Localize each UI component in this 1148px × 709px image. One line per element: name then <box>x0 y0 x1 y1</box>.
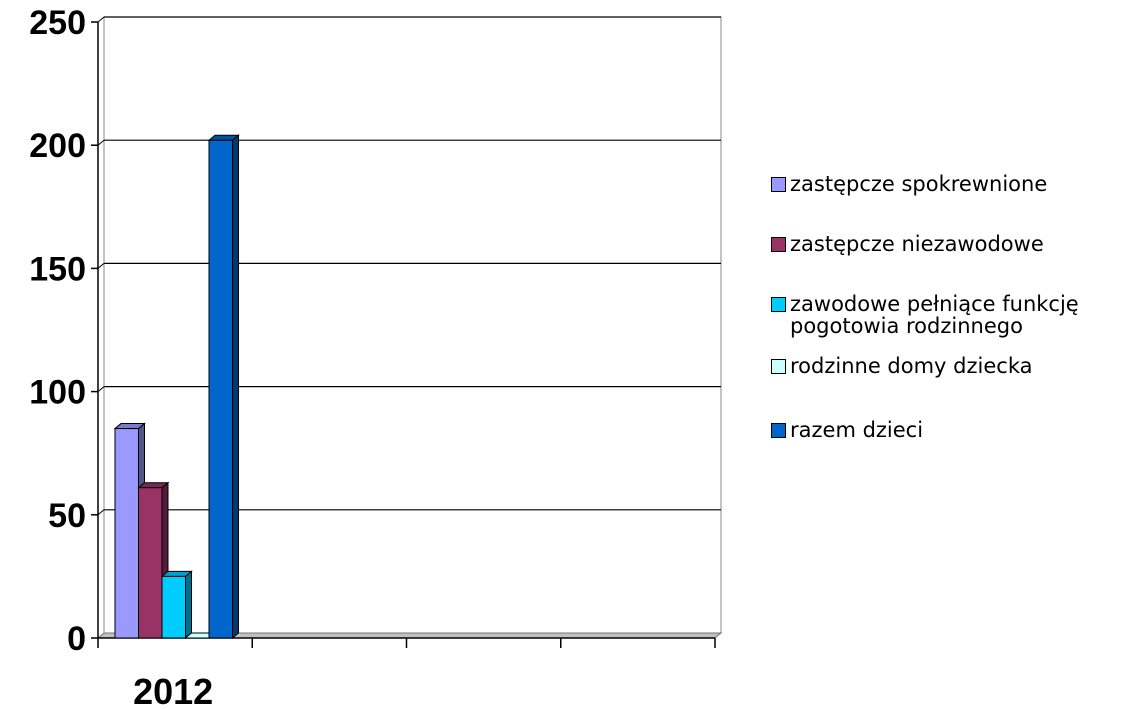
legend-item-razem-dzieci: razem dzieci <box>771 419 923 441</box>
y-axis-tick-labels: 0 50 100 150 200 250 <box>29 4 86 658</box>
bar-front <box>161 575 186 639</box>
legend-label: zawodowe pełniące funkcję pogotowia rodz… <box>790 292 1079 338</box>
legend-swatch <box>771 297 786 312</box>
y-tick-label: 200 <box>29 127 86 165</box>
y-tick-label: 50 <box>48 497 86 535</box>
y-tick-label: 0 <box>67 620 86 658</box>
legend-swatch <box>771 359 786 374</box>
bar-top <box>113 423 146 430</box>
y-tick-label: 250 <box>29 4 86 42</box>
plot-back-wall <box>103 16 722 634</box>
bar-side <box>232 134 239 640</box>
legend-label: rodzinne domy dziecka <box>790 354 1033 378</box>
y-tick-label: 100 <box>29 374 86 412</box>
legend-label: razem dzieci <box>790 418 924 442</box>
legend-item-zawodowe-pogotowie: zawodowe pełniące funkcję pogotowia rodz… <box>771 293 1079 337</box>
legend-swatch <box>771 423 786 438</box>
gridline-side <box>97 16 105 23</box>
plot-back-wall <box>96 16 723 639</box>
bar-front <box>114 428 139 639</box>
legend-item-zastepcze-spokrewnione: zastępcze spokrewnione <box>771 173 1047 195</box>
bar-front <box>208 139 233 639</box>
gridline-side <box>97 509 105 516</box>
x-tick-label: 2012 <box>133 671 213 709</box>
bar-top <box>160 570 193 577</box>
y-tick-label: 150 <box>29 250 86 288</box>
legend-swatch <box>771 177 786 192</box>
legend-label: zastępcze niezawodowe <box>790 232 1044 256</box>
x-axis-tick-labels: 2012 <box>133 671 213 709</box>
bars <box>113 134 240 640</box>
legend-item-zastepcze-niezawodowe: zastępcze niezawodowe <box>771 233 1044 255</box>
bar-top <box>137 482 170 489</box>
bar-top <box>207 134 240 141</box>
gridline-side <box>97 386 105 392</box>
legend-label: zastępcze spokrewnione <box>790 172 1048 196</box>
legend-swatch <box>771 237 786 252</box>
bar <box>207 134 240 640</box>
bar-front <box>138 487 163 639</box>
gridline-side <box>97 139 105 146</box>
bar-side <box>185 570 192 640</box>
bar <box>160 570 193 640</box>
gridlines <box>97 16 721 516</box>
legend-item-rodzinne-domy-dziecka: rodzinne domy dziecka <box>771 355 1032 377</box>
gridline-side <box>97 263 105 269</box>
